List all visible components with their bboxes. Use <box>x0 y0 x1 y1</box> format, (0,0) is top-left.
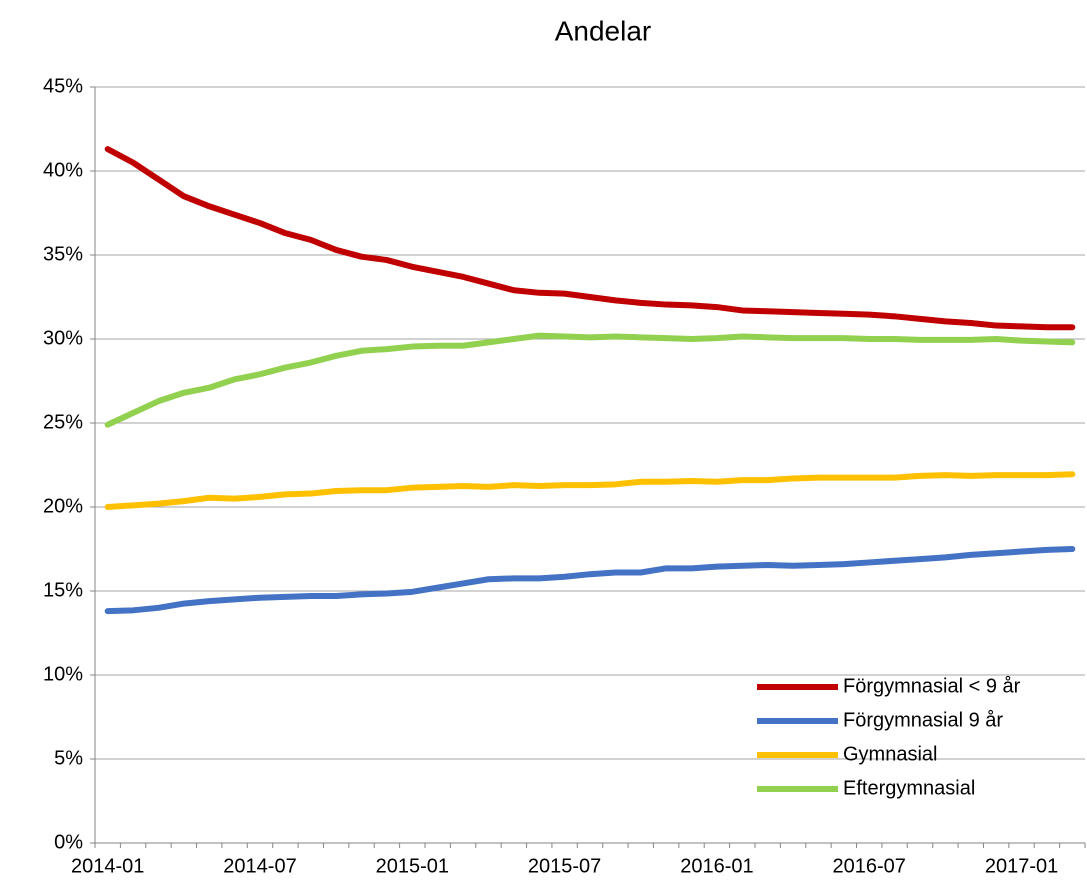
legend-label: Gymnasial <box>843 743 937 765</box>
y-tick-label: 20% <box>43 495 83 517</box>
x-tick-label: 2017-01 <box>985 855 1058 877</box>
legend-label: Förgymnasial < 9 år <box>843 675 1021 697</box>
y-tick-label: 10% <box>43 663 83 685</box>
legend-label: Förgymnasial 9 år <box>843 709 1003 731</box>
y-tick-label: 40% <box>43 159 83 181</box>
series-line <box>104 471 1076 510</box>
series-line <box>104 332 1076 428</box>
y-tick-label: 25% <box>43 411 83 433</box>
chart-title: Andelar <box>555 15 652 46</box>
y-tick-label: 35% <box>43 243 83 265</box>
x-tick-label: 2014-01 <box>71 855 144 877</box>
x-tick-label: 2016-01 <box>680 855 753 877</box>
x-tick-label: 2016-07 <box>833 855 906 877</box>
y-tick-label: 15% <box>43 579 83 601</box>
y-tick-label: 45% <box>43 75 83 97</box>
y-tick-label: 30% <box>43 327 83 349</box>
x-tick-label: 2014-07 <box>223 855 296 877</box>
x-tick-label: 2015-01 <box>376 855 449 877</box>
series-line <box>104 546 1076 615</box>
y-tick-label: 0% <box>54 831 83 853</box>
series-line <box>104 146 1076 331</box>
y-tick-label: 5% <box>54 747 83 769</box>
x-tick-label: 2015-07 <box>528 855 601 877</box>
legend-label: Eftergymnasial <box>843 777 975 799</box>
